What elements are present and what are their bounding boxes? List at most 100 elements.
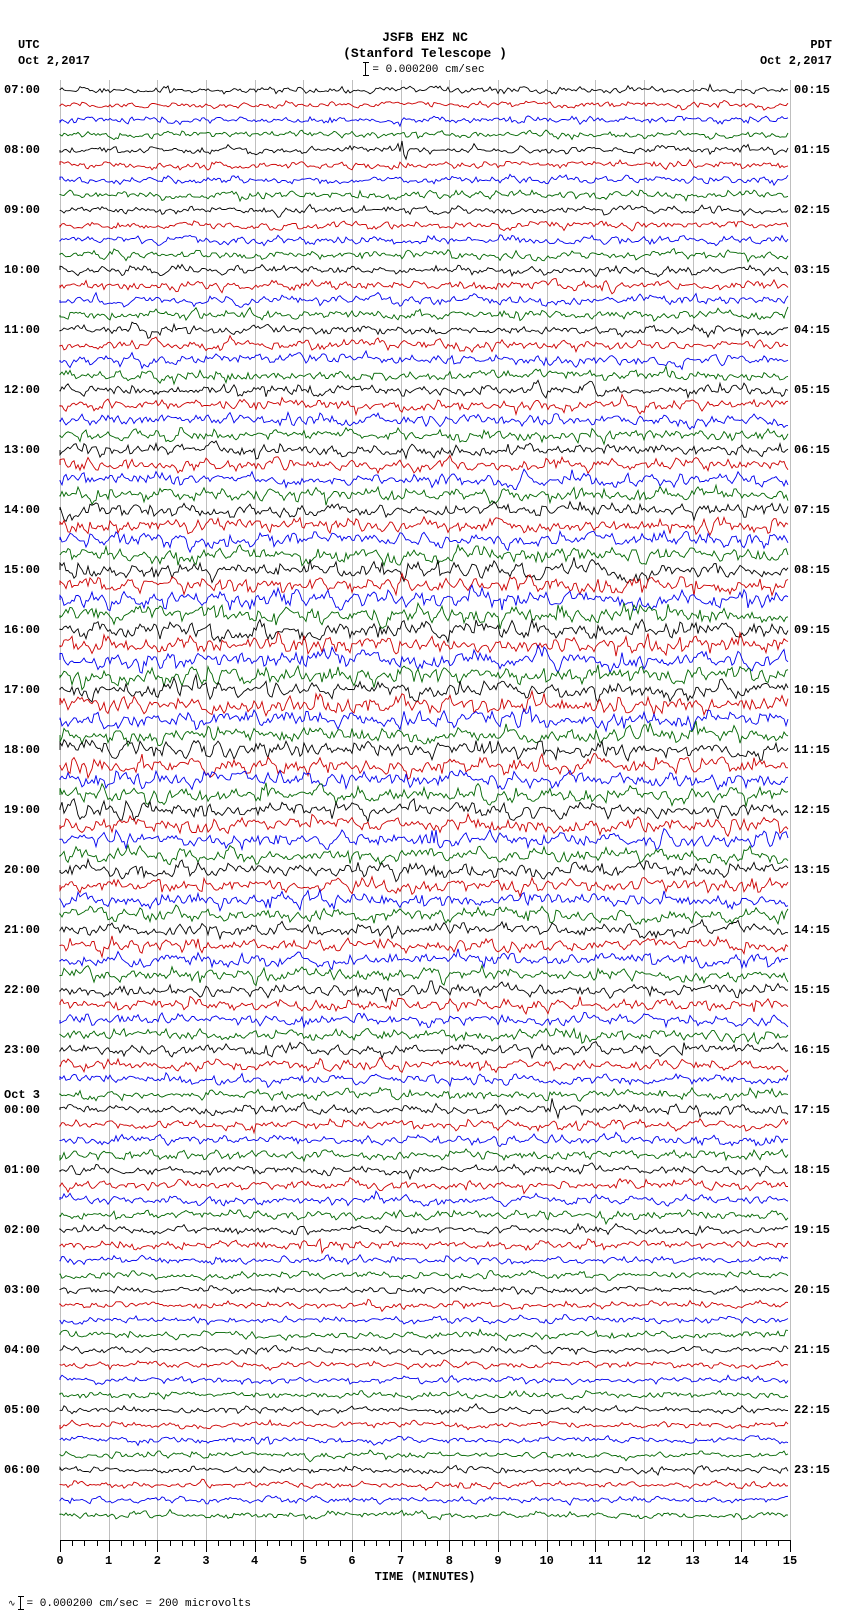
- x-tick-label: 12: [637, 1554, 651, 1568]
- utc-hour-label: 08:00: [4, 143, 40, 157]
- footer-scale-tick-icon: [20, 1596, 21, 1610]
- pdt-hour-label: 23:15: [794, 1463, 830, 1477]
- footer-wiggle-icon: ∿: [8, 1599, 16, 1609]
- pdt-hour-label: 20:15: [794, 1283, 830, 1297]
- x-tick-minor: [510, 1540, 511, 1546]
- pdt-hour-label: 00:15: [794, 83, 830, 97]
- x-tick-label: 5: [300, 1554, 307, 1568]
- seismogram-page: UTC Oct 2,2017 PDT Oct 2,2017 JSFB EHZ N…: [0, 0, 850, 1620]
- utc-hour-label: 12:00: [4, 383, 40, 397]
- x-tick-minor: [182, 1540, 183, 1546]
- utc-hour-label: 03:00: [4, 1283, 40, 1297]
- x-tick-minor: [608, 1540, 609, 1546]
- pdt-hour-label: 16:15: [794, 1043, 830, 1057]
- x-tick-major: [255, 1540, 256, 1552]
- x-tick-label: 0: [56, 1554, 63, 1568]
- x-tick-major: [352, 1540, 353, 1552]
- x-tick-minor: [535, 1540, 536, 1546]
- location-subtitle: (Stanford Telescope ): [0, 46, 850, 61]
- x-tick-minor: [681, 1540, 682, 1546]
- utc-hour-label: 06:00: [4, 1463, 40, 1477]
- x-tick-minor: [522, 1540, 523, 1546]
- x-tick-major: [157, 1540, 158, 1552]
- x-tick-label: 6: [348, 1554, 355, 1568]
- gridline-vertical: [790, 80, 791, 1540]
- x-tick-minor: [376, 1540, 377, 1546]
- x-tick-minor: [583, 1540, 584, 1546]
- x-tick-major: [206, 1540, 207, 1552]
- pdt-hour-label: 05:15: [794, 383, 830, 397]
- utc-hour-label: 23:00: [4, 1043, 40, 1057]
- pdt-hour-label: 17:15: [794, 1103, 830, 1117]
- x-tick-minor: [267, 1540, 268, 1546]
- x-tick-label: 15: [783, 1554, 797, 1568]
- utc-hour-label: 18:00: [4, 743, 40, 757]
- x-tick-minor: [121, 1540, 122, 1546]
- utc-hour-label: 13:00: [4, 443, 40, 457]
- x-tick-minor: [243, 1540, 244, 1546]
- x-tick-minor: [766, 1540, 767, 1546]
- x-tick-label: 4: [251, 1554, 258, 1568]
- x-axis: TIME (MINUTES) 0123456789101112131415: [60, 1540, 790, 1590]
- x-tick-major: [595, 1540, 596, 1552]
- utc-hour-label: 19:00: [4, 803, 40, 817]
- pdt-hour-label: 06:15: [794, 443, 830, 457]
- x-tick-major: [303, 1540, 304, 1552]
- x-tick-label: 7: [397, 1554, 404, 1568]
- x-tick-minor: [97, 1540, 98, 1546]
- utc-hour-label: 22:00: [4, 983, 40, 997]
- x-tick-minor: [559, 1540, 560, 1546]
- utc-hour-label: 01:00: [4, 1163, 40, 1177]
- pdt-hour-label: 11:15: [794, 743, 830, 757]
- trace-line: [60, 1495, 790, 1535]
- pdt-hour-label: 07:15: [794, 503, 830, 517]
- x-tick-label: 9: [494, 1554, 501, 1568]
- x-tick-minor: [729, 1540, 730, 1546]
- x-tick-minor: [754, 1540, 755, 1546]
- pdt-hour-label: 09:15: [794, 623, 830, 637]
- utc-hour-label: 15:00: [4, 563, 40, 577]
- x-tick-minor: [389, 1540, 390, 1546]
- utc-hour-label: 04:00: [4, 1343, 40, 1357]
- utc-hour-label: 07:00: [4, 83, 40, 97]
- x-tick-minor: [705, 1540, 706, 1546]
- helicorder-plot: 07:0008:0009:0010:0011:0012:0013:0014:00…: [60, 80, 790, 1540]
- pdt-hour-label: 15:15: [794, 983, 830, 997]
- utc-hour-label: 02:00: [4, 1223, 40, 1237]
- x-tick-minor: [486, 1540, 487, 1546]
- x-tick-minor: [717, 1540, 718, 1546]
- utc-hour-label: 16:00: [4, 623, 40, 637]
- x-tick-major: [498, 1540, 499, 1552]
- x-tick-minor: [328, 1540, 329, 1546]
- pdt-hour-label: 19:15: [794, 1223, 830, 1237]
- header: UTC Oct 2,2017 PDT Oct 2,2017 JSFB EHZ N…: [0, 0, 850, 80]
- x-tick-label: 8: [446, 1554, 453, 1568]
- pdt-hour-label: 01:15: [794, 143, 830, 157]
- x-tick-minor: [656, 1540, 657, 1546]
- utc-hour-label: 14:00: [4, 503, 40, 517]
- x-tick-minor: [474, 1540, 475, 1546]
- footer-scale-text: = 0.000200 cm/sec = 200 microvolts: [27, 1598, 251, 1610]
- x-tick-minor: [145, 1540, 146, 1546]
- x-tick-label: 1: [105, 1554, 112, 1568]
- x-tick-minor: [291, 1540, 292, 1546]
- x-tick-major: [644, 1540, 645, 1552]
- station-title: JSFB EHZ NC: [0, 30, 850, 45]
- pdt-hour-label: 03:15: [794, 263, 830, 277]
- x-tick-minor: [218, 1540, 219, 1546]
- x-tick-label: 14: [734, 1554, 748, 1568]
- pdt-hour-label: 22:15: [794, 1403, 830, 1417]
- utc-hour-label: 10:00: [4, 263, 40, 277]
- seismic-traces: [60, 80, 790, 1540]
- pdt-hour-label: 18:15: [794, 1163, 830, 1177]
- x-tick-minor: [170, 1540, 171, 1546]
- utc-hour-label: 05:00: [4, 1403, 40, 1417]
- x-tick-minor: [462, 1540, 463, 1546]
- x-tick-minor: [778, 1540, 779, 1546]
- utc-hour-label: 00:00: [4, 1103, 40, 1117]
- x-tick-minor: [632, 1540, 633, 1546]
- x-tick-major: [60, 1540, 61, 1552]
- utc-hour-label: 17:00: [4, 683, 40, 697]
- x-tick-minor: [230, 1540, 231, 1546]
- x-tick-minor: [72, 1540, 73, 1546]
